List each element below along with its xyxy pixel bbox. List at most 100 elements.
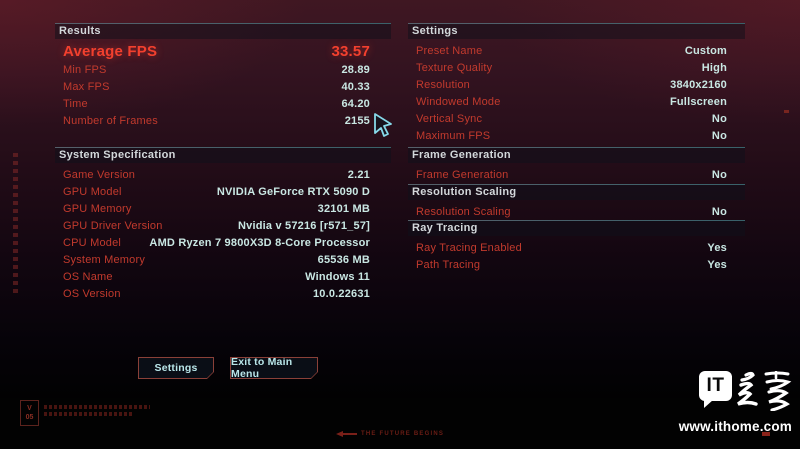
row-value: Custom [684, 44, 727, 57]
section-divider [55, 147, 391, 148]
row-label: GPU Model [63, 185, 122, 198]
row-value: 2.21 [347, 168, 370, 181]
ithome-site-url: www.ithome.com [678, 419, 792, 434]
path-tracing-row: Path Tracing Yes [408, 256, 745, 273]
row-value: Fullscreen [669, 95, 727, 108]
windowed-mode-row: Windowed Mode Fullscreen [408, 93, 745, 110]
gpu-driver-row: GPU Driver Version Nvidia v 57216 [r571_… [55, 217, 391, 234]
row-value: NVIDIA GeForce RTX 5090 D [216, 185, 370, 198]
version-marker: V [27, 405, 32, 412]
row-label: Resolution [416, 78, 470, 91]
row-label: GPU Driver Version [63, 219, 163, 232]
frame-generation-row: Frame Generation No [408, 166, 745, 183]
settings-button-label: Settings [139, 358, 213, 378]
right-edge-tick [784, 110, 789, 113]
os-name-row: OS Name Windows 11 [55, 268, 391, 285]
version-badge: V 05 [20, 400, 39, 426]
right-column: Settings Preset Name Custom Texture Qual… [408, 0, 745, 449]
row-value: 3840x2160 [670, 78, 727, 91]
row-label: Frame Generation [416, 168, 509, 181]
maximum-fps-row: Maximum FPS No [408, 127, 745, 144]
row-label: System Memory [63, 253, 146, 266]
resolution-row: Resolution 3840x2160 [408, 76, 745, 93]
row-value: Nvidia v 57216 [r571_57] [238, 219, 370, 232]
row-label: OS Version [63, 287, 121, 300]
resolution-scaling-row: Resolution Scaling No [408, 203, 745, 220]
row-label: Time [63, 97, 88, 110]
footer-micro-line [44, 412, 132, 416]
row-value: AMD Ryzen 7 9800X3D 8-Core Processor [149, 236, 370, 249]
row-label: Maximum FPS [416, 129, 491, 142]
section-divider [55, 23, 391, 24]
row-value: 28.89 [341, 63, 370, 76]
row-label: Path Tracing [416, 258, 481, 271]
left-edge-glitch-text [13, 153, 18, 293]
results-section: Results Average FPS 33.57 Min FPS 28.89 … [55, 23, 391, 129]
row-label: OS Name [63, 270, 113, 283]
system-specification-section: System Specification Game Version 2.21 G… [55, 147, 391, 302]
vertical-sync-row: Vertical Sync No [408, 110, 745, 127]
gpu-model-row: GPU Model NVIDIA GeForce RTX 5090 D [55, 183, 391, 200]
section-divider [408, 23, 745, 24]
version-number: 05 [25, 414, 34, 421]
row-label: Number of Frames [63, 114, 158, 127]
row-label: Game Version [63, 168, 136, 181]
results-header: Results [55, 24, 391, 39]
row-value: Yes [707, 258, 727, 271]
row-value: 2155 [344, 114, 370, 127]
left-column: Results Average FPS 33.57 Min FPS 28.89 … [55, 0, 391, 449]
row-label: Resolution Scaling [416, 205, 511, 218]
row-label: Texture Quality [416, 61, 493, 74]
frame-generation-header: Frame Generation [408, 148, 745, 163]
settings-section: Settings Preset Name Custom Texture Qual… [408, 23, 745, 144]
exit-button-label: Exit to Main Menu [231, 358, 317, 378]
row-value: 10.0.22631 [312, 287, 370, 300]
ray-tracing-section: Ray Tracing Ray Tracing Enabled Yes Path… [408, 220, 745, 273]
row-label: GPU Memory [63, 202, 132, 215]
resolution-scaling-section: Resolution Scaling Resolution Scaling No [408, 184, 745, 220]
row-value: Windows 11 [305, 270, 370, 283]
row-value: No [711, 129, 727, 142]
row-label: Windowed Mode [416, 95, 501, 108]
game-version-row: Game Version 2.21 [55, 166, 391, 183]
row-label: Max FPS [63, 80, 110, 93]
ray-tracing-header: Ray Tracing [408, 221, 745, 236]
row-value: 33.57 [331, 42, 370, 60]
ithome-logo-icon: IT [699, 371, 732, 408]
frame-generation-section: Frame Generation Frame Generation No [408, 147, 745, 183]
row-label: Vertical Sync [416, 112, 483, 125]
row-value: 65536 MB [317, 253, 370, 266]
frames-row: Number of Frames 2155 [55, 112, 391, 129]
min-fps-row: Min FPS 28.89 [55, 61, 391, 78]
tagline-rule [343, 433, 357, 435]
cpu-model-row: CPU Model AMD Ryzen 7 9800X3D 8-Core Pro… [55, 234, 391, 251]
footer-tagline-group: THE FUTURE BEGINS [336, 431, 444, 437]
footer-micro-line [44, 405, 150, 409]
gpu-memory-row: GPU Memory 32101 MB [55, 200, 391, 217]
row-value: No [711, 168, 727, 181]
preset-name-row: Preset Name Custom [408, 42, 745, 59]
average-fps-row: Average FPS 33.57 [55, 41, 391, 61]
settings-header: Settings [408, 24, 745, 39]
section-divider [408, 147, 745, 148]
footer-tagline: THE FUTURE BEGINS [361, 431, 445, 437]
ray-tracing-enabled-row: Ray Tracing Enabled Yes [408, 239, 745, 256]
row-value: High [701, 61, 727, 74]
row-value: 32101 MB [317, 202, 370, 215]
time-row: Time 64.20 [55, 95, 391, 112]
row-value: No [711, 112, 727, 125]
exit-to-main-menu-button[interactable]: Exit to Main Menu [230, 357, 318, 379]
footer-micro-text [44, 405, 150, 419]
ithome-watermark: IT www.ithome.com [678, 371, 792, 436]
settings-button[interactable]: Settings [138, 357, 214, 379]
texture-quality-row: Texture Quality High [408, 59, 745, 76]
section-divider [408, 220, 745, 221]
row-label: Preset Name [416, 44, 483, 57]
row-value: 64.20 [341, 97, 370, 110]
row-value: 40.33 [341, 80, 370, 93]
ithome-red-mark [762, 432, 770, 436]
left-arrow-icon [336, 431, 343, 437]
row-value: Yes [707, 241, 727, 254]
os-version-row: OS Version 10.0.22631 [55, 285, 391, 302]
